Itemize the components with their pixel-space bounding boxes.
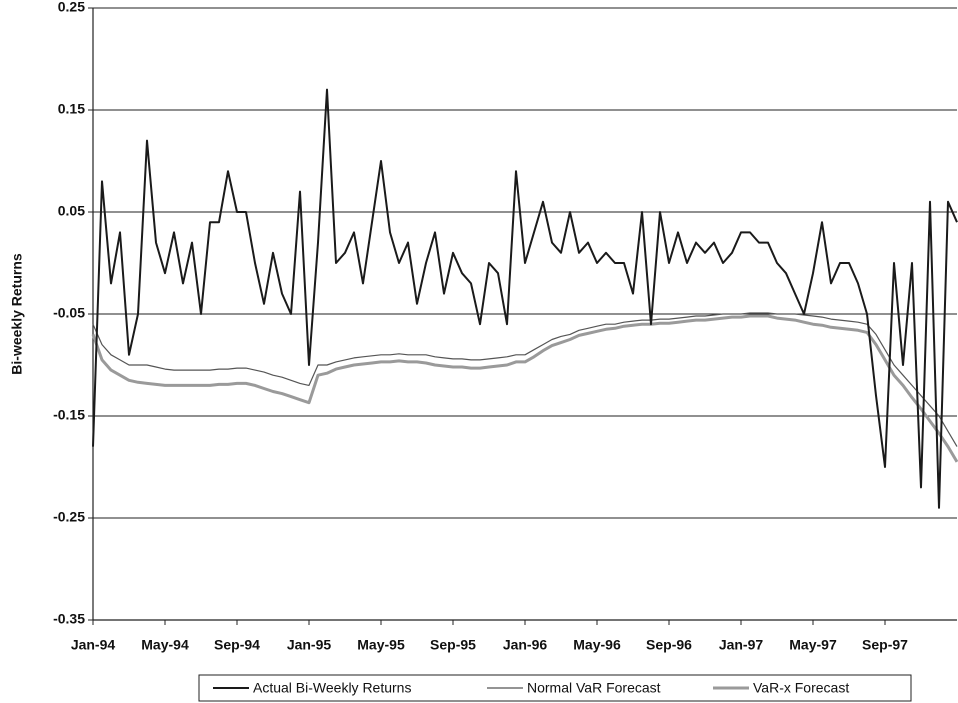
x-tick-label: May-96 [573,637,621,653]
series-line [92,88,958,509]
y-tick-label: 0.25 [58,0,85,15]
x-tick-label: May-95 [357,637,405,653]
y-axis-label: Bi-weekly Returns [9,253,25,375]
y-tick-label: -0.05 [53,305,85,321]
x-tick-label: Sep-97 [862,637,908,653]
y-tick-label: 0.15 [58,101,85,117]
x-tick-label: Sep-95 [430,637,476,653]
legend-box [198,674,912,702]
x-tick-label: Jan-94 [71,637,116,653]
legend-label: Actual Bi-Weekly Returns [253,680,411,696]
y-tick-label: -0.15 [53,407,85,423]
x-tick-label: May-97 [789,637,837,653]
x-tick-label: Sep-94 [214,637,260,653]
legend-label: VaR-x Forecast [753,680,849,696]
y-tick-label: -0.25 [53,509,85,525]
legend-label: Normal VaR Forecast [527,680,661,696]
x-tick-label: May-94 [141,637,189,653]
x-tick-label: Sep-96 [646,637,692,653]
y-tick-label: -0.35 [53,611,85,627]
x-tick-label: Jan-97 [719,637,764,653]
y-tick-label: 0.05 [58,203,85,219]
x-tick-label: Jan-95 [287,637,332,653]
x-tick-label: Jan-96 [503,637,548,653]
series-line [92,312,958,447]
series-line [91,314,958,463]
